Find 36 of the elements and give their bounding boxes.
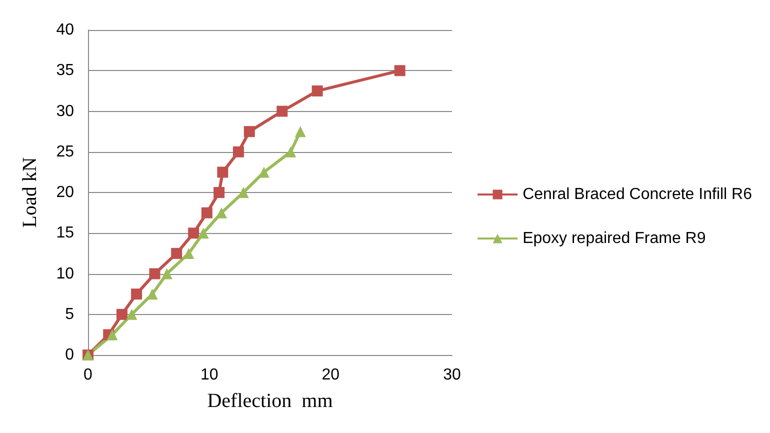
x-tick-label: 10 — [200, 366, 218, 384]
point — [106, 329, 118, 340]
y-tick-label: 10 — [56, 265, 74, 282]
point — [232, 146, 244, 158]
point — [214, 187, 225, 198]
point — [131, 288, 142, 300]
point — [394, 65, 406, 76]
x-tick-label: 20 — [322, 366, 340, 384]
y-tick-label: 5 — [65, 306, 74, 323]
point — [116, 308, 128, 320]
y-tick-label: 35 — [56, 62, 74, 80]
x-tick-label: 30 — [443, 366, 461, 384]
point — [201, 207, 212, 218]
point — [126, 308, 138, 320]
point — [161, 268, 172, 280]
point — [171, 248, 182, 259]
x-tick-label: 0 — [84, 366, 93, 384]
y-tick-label: 40 — [56, 22, 74, 38]
legend-label: Epoxy repaired Frame R9 — [522, 230, 706, 247]
y-tick-label: 15 — [56, 224, 74, 242]
point — [285, 146, 296, 158]
legend-label: Cenral Braced Concrete Infill R6 — [522, 186, 752, 203]
x-axis-title: Deflection mm — [207, 390, 334, 412]
point — [198, 228, 209, 239]
point — [188, 228, 200, 239]
point — [276, 106, 288, 117]
point — [312, 85, 323, 96]
point — [294, 126, 306, 138]
y-tick-label: 30 — [56, 102, 74, 120]
y-axis-title: Load kN — [19, 157, 41, 228]
y-tick-label: 20 — [56, 184, 74, 201]
y-tick-label: 25 — [56, 143, 74, 160]
point — [244, 126, 255, 138]
point — [149, 268, 160, 280]
point — [217, 166, 228, 178]
y-tick-label: 0 — [65, 346, 74, 364]
